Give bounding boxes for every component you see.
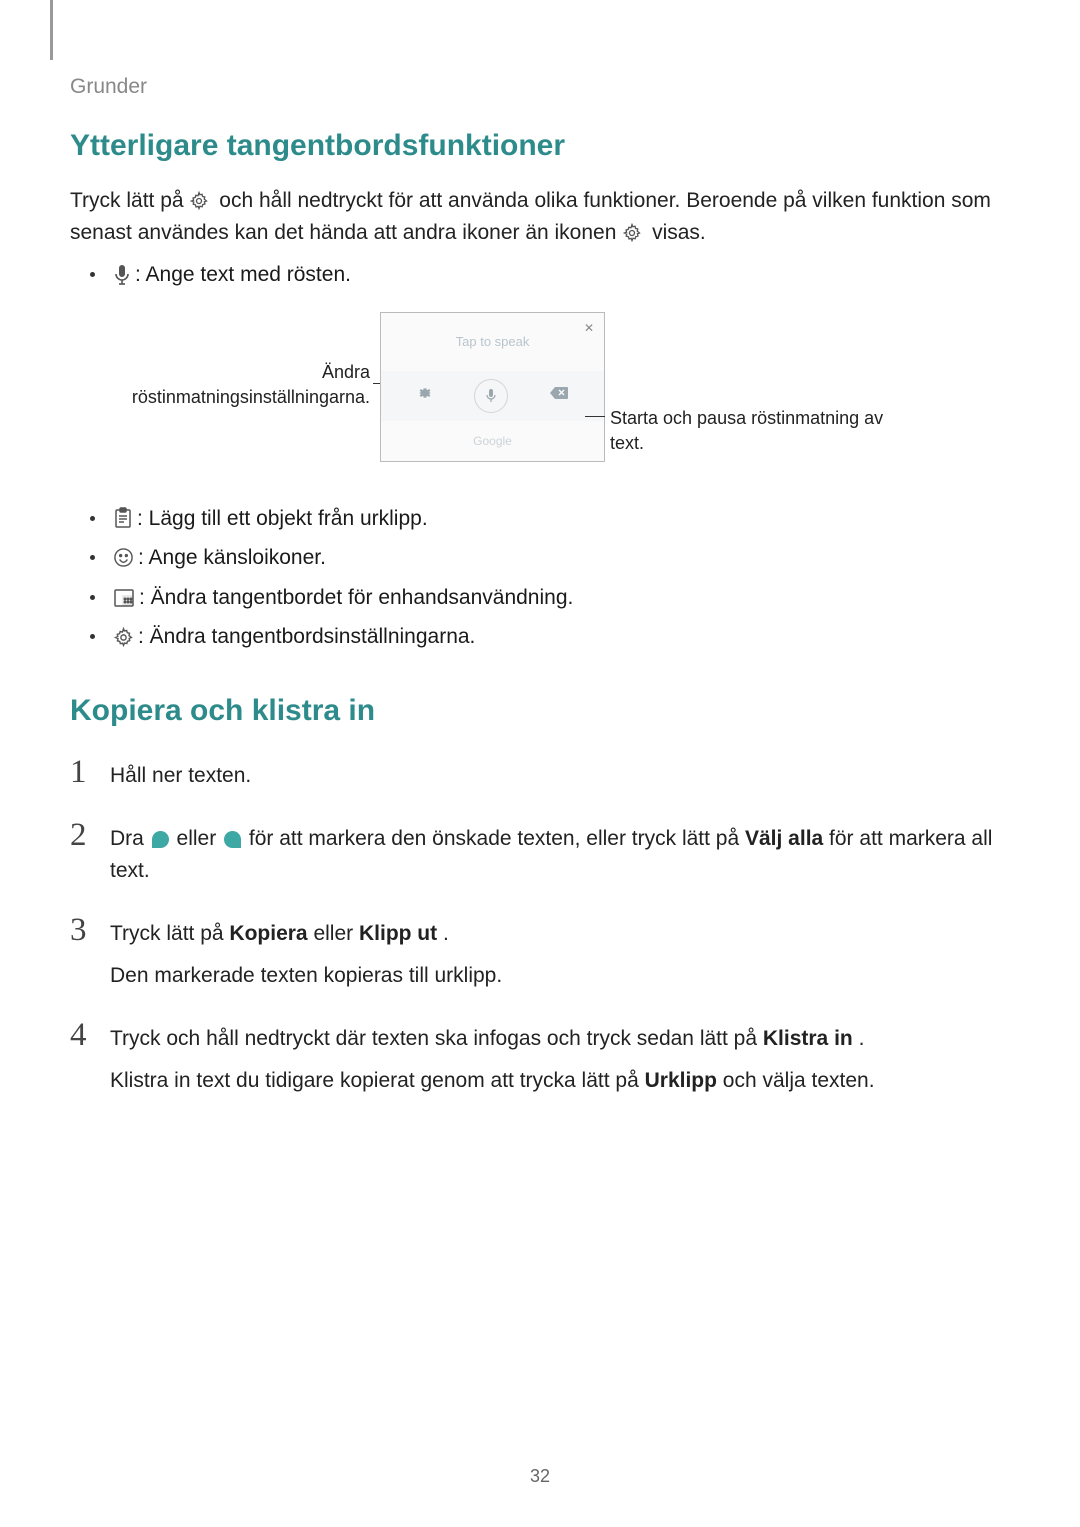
page-number: 32 xyxy=(0,1466,1080,1487)
intro-paragraph: Tryck lätt på och håll nedtryckt för att… xyxy=(70,185,1010,248)
side-tab xyxy=(50,0,53,60)
intro-pre: Tryck lätt på xyxy=(70,189,189,212)
bullet-list-2: : Lägg till ett objekt från urklipp. : A… xyxy=(90,502,1010,654)
voice-footer-label: Google xyxy=(381,421,604,461)
s4-sub: Klistra in text du tidigare kopierat gen… xyxy=(110,1065,875,1097)
s2-mid: eller xyxy=(177,827,223,850)
step-4-text: Tryck och håll nedtryckt där texten ska … xyxy=(110,1019,875,1096)
step-number: 1 xyxy=(70,756,110,789)
s3-b2: Klipp ut xyxy=(359,922,437,945)
gear-icon xyxy=(113,627,134,648)
s3-mid: eller xyxy=(313,922,359,945)
bullet-settings: : Ändra tangentbordsinställningarna. xyxy=(90,620,1010,654)
voice-placeholder: Tap to speak xyxy=(456,334,530,349)
bullet-marker xyxy=(90,555,95,560)
bullet-settings-text: : Ändra tangentbordsinställningarna. xyxy=(138,620,475,654)
smile-icon xyxy=(113,547,134,568)
bullet-emoji: : Ange känsloikoner. xyxy=(90,541,1010,575)
bullet-marker xyxy=(90,634,95,639)
voice-input-panel: Tap to speak ✕ Google xyxy=(380,312,605,462)
s3-pre: Tryck lätt på xyxy=(110,922,229,945)
step-3: 3 Tryck lätt på Kopiera eller Klipp ut .… xyxy=(70,914,1010,991)
bullet-onehand: : Ändra tangentbordet för enhandsanvändn… xyxy=(90,581,1010,615)
bullet-voice-text: : Ange text med rösten. xyxy=(135,258,351,292)
voice-controls xyxy=(381,371,604,421)
heading-keyboard-functions: Ytterligare tangentbordsfunktioner xyxy=(70,129,1010,163)
bullet-marker xyxy=(90,272,95,277)
bullet-marker xyxy=(90,595,95,600)
selection-handle-right-icon xyxy=(224,831,241,848)
voice-input-figure: Ändra röstinmatningsinställningarna. Tap… xyxy=(70,312,1010,472)
step-3-text: Tryck lätt på Kopiera eller Klipp ut . D… xyxy=(110,914,502,991)
bullet-clipboard: : Lägg till ett objekt från urklipp. xyxy=(90,502,1010,536)
clipboard-icon xyxy=(113,507,133,529)
s4-end1: . xyxy=(859,1027,865,1050)
intro-post: visas. xyxy=(652,221,706,244)
s2-tail: för att markera den önskade texten, elle… xyxy=(249,827,745,850)
one-hand-keyboard-icon xyxy=(113,588,135,608)
page-content: Grunder Ytterligare tangentbordsfunktion… xyxy=(0,0,1080,1096)
s3-end: . xyxy=(443,922,449,945)
close-icon: ✕ xyxy=(584,321,594,335)
s4-sub-end: och välja texten. xyxy=(723,1069,875,1092)
microphone-icon xyxy=(113,264,131,286)
step-number: 2 xyxy=(70,819,110,852)
step-number: 4 xyxy=(70,1019,110,1052)
backspace-icon xyxy=(549,386,569,405)
bullet-voice: : Ange text med rösten. xyxy=(90,258,1010,292)
s2-bold: Välj alla xyxy=(745,827,823,850)
voice-prompt: Tap to speak ✕ xyxy=(381,313,604,371)
selection-handle-left-icon xyxy=(152,831,169,848)
bullet-clipboard-text: : Lägg till ett objekt från urklipp. xyxy=(137,502,428,536)
step-1: 1 Håll ner texten. xyxy=(70,756,1010,792)
gear-icon xyxy=(189,191,209,211)
bullet-list-1: : Ange text med rösten. xyxy=(90,258,1010,292)
numbered-steps: 1 Håll ner texten. 2 Dra eller för att m… xyxy=(70,756,1010,1097)
bullet-onehand-text: : Ändra tangentbordet för enhandsanvändn… xyxy=(139,581,573,615)
s4-sub-b: Urklipp xyxy=(645,1069,717,1092)
callout-right: Starta och pausa röstinmatning av text. xyxy=(610,406,920,456)
step-1-text: Håll ner texten. xyxy=(110,756,251,792)
s4-pre: Tryck och håll nedtryckt där texten ska … xyxy=(110,1027,763,1050)
gear-icon xyxy=(622,223,642,243)
bullet-emoji-text: : Ange känsloikoner. xyxy=(138,541,326,575)
s4-b1: Klistra in xyxy=(763,1027,853,1050)
gear-icon xyxy=(417,385,433,406)
heading-copy-paste: Kopiera och klistra in xyxy=(70,694,1010,728)
section-header: Grunder xyxy=(70,40,1010,129)
s3-sub: Den markerade texten kopieras till urkli… xyxy=(110,960,502,992)
step-4: 4 Tryck och håll nedtryckt där texten sk… xyxy=(70,1019,1010,1096)
callout-left: Ändra röstinmatningsinställningarna. xyxy=(120,360,370,410)
s4-sub-pre: Klistra in text du tidigare kopierat gen… xyxy=(110,1069,645,1092)
bullet-marker xyxy=(90,516,95,521)
step-number: 3 xyxy=(70,914,110,947)
s3-b1: Kopiera xyxy=(229,922,307,945)
callout-line-right xyxy=(585,416,605,417)
step-2-text: Dra eller för att markera den önskade te… xyxy=(110,819,1010,886)
s2-pre: Dra xyxy=(110,827,150,850)
step-2: 2 Dra eller för att markera den önskade … xyxy=(70,819,1010,886)
microphone-icon xyxy=(474,379,508,413)
